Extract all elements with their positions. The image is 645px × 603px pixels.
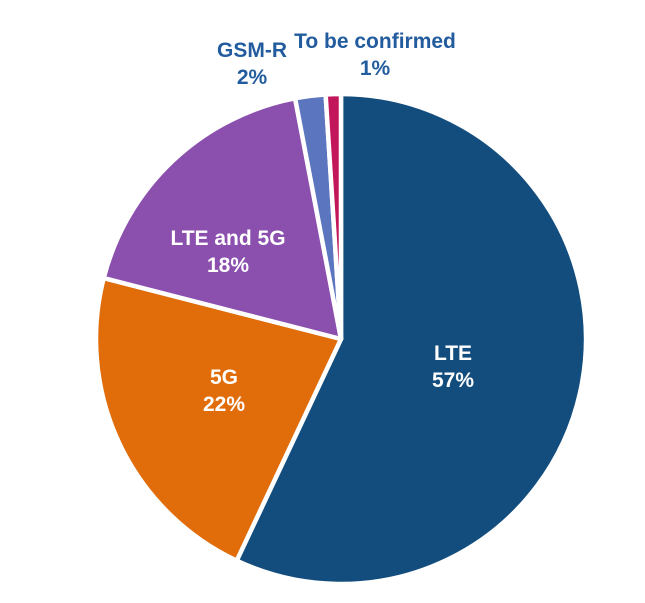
pie-label-5g: 5G 22% [203,364,245,418]
pie-label-lte: LTE 57% [432,340,474,394]
callout-to-be-confirmed-pct: 1% [359,57,391,80]
callout-gsm-r-pct: 2% [236,66,268,89]
label-5g-pct: 22% [202,393,246,416]
label-lte-and-5g-name: LTE and 5G [170,227,286,250]
callout-gsm-r-name: GSM-R [217,39,287,62]
pie-callout-to-be-confirmed: To be confirmed 1% [294,28,456,82]
callout-to-be-confirmed-name: To be confirmed [294,30,456,53]
pie-label-lte-and-5g: LTE and 5G 18% [170,225,285,279]
label-lte-and-5g-pct: 18% [206,254,250,277]
pie-slice-5g [93,275,344,563]
pie-slice-to-be-confirmed [323,91,344,342]
label-lte-pct: 57% [431,369,475,392]
pie-slice-lte-and-5g [101,96,344,342]
label-5g-name: 5G [209,366,238,389]
pie-slice-lte [234,91,589,587]
pie-callout-gsm-r: GSM-R 2% [217,37,287,91]
label-lte-name: LTE [433,342,473,365]
